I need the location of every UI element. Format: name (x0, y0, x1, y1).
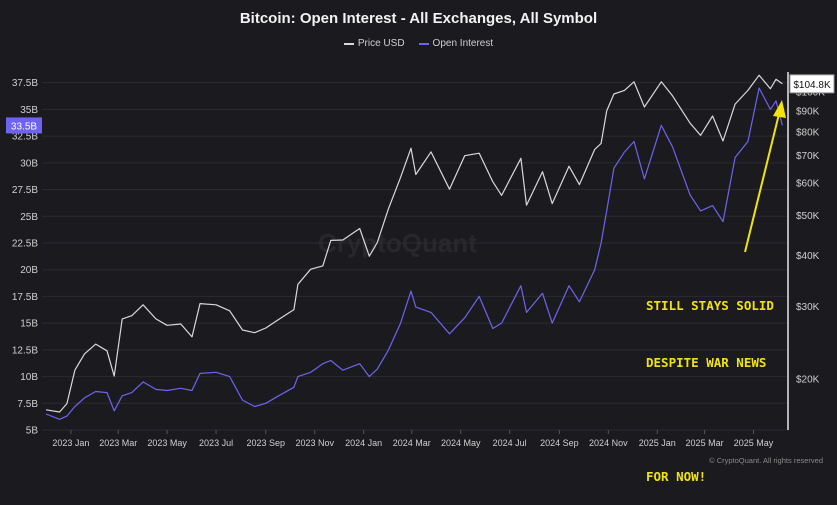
y-left-tick-label: 30B (20, 158, 38, 169)
x-tick-label: 2024 May (441, 438, 481, 448)
chart-title: Bitcoin: Open Interest - All Exchanges, … (239, 10, 598, 27)
x-tick-label: 2025 Mar (686, 438, 724, 448)
y-left-tick-label: 5B (26, 426, 39, 437)
x-tick-label: 2025 May (734, 438, 774, 448)
x-tick-label: 2023 Jul (199, 438, 233, 448)
current-oi-badge-label: 33.5B (11, 121, 37, 132)
y-left-tick-label: 17.5B (12, 292, 38, 303)
y-left-tick-label: 22.5B (12, 238, 38, 249)
chart-legend: Price USD Open Interest (0, 38, 837, 49)
x-tick-label: 2023 Mar (99, 438, 137, 448)
y-left-tick-label: 37.5B (12, 78, 38, 89)
current-price-badge (789, 74, 835, 94)
y-left-tick-label: 20B (20, 265, 38, 276)
x-tick-label: 2024 Jul (493, 438, 527, 448)
y-left-tick-label: 32.5B (12, 132, 38, 143)
y-right-tick-label: $80K (796, 127, 820, 138)
y-left-tick-label: 7.5B (17, 399, 38, 410)
y-right-tick-label: $60K (796, 179, 820, 190)
annotation-spacer (646, 410, 774, 429)
y-right-tick-label: $90K (796, 106, 820, 117)
annotation-text: STILL STAYS SOLID DESPITE WAR NEWS FOR N… (646, 258, 774, 505)
annotation-line-3: FOR NOW! (646, 469, 707, 484)
series-line-price[interactable] (45, 74, 783, 413)
x-tick-label: 2024 Jan (345, 438, 382, 448)
y-left-tick-label: 10B (20, 372, 38, 383)
y-right-tick-label: $30K (796, 302, 820, 313)
y-left-tick-label: 12.5B (12, 345, 38, 356)
current-oi-badge (6, 117, 42, 134)
annotation-line-1: STILL STAYS SOLID (646, 298, 774, 313)
y-right-tick-label: $20K (796, 374, 820, 385)
legend-label-oi: Open Interest (432, 38, 494, 49)
x-tick-label: 2024 Sep (540, 438, 579, 448)
x-tick-label: 2023 Jan (52, 438, 89, 448)
annotation-line-2: DESPITE WAR NEWS (646, 355, 767, 370)
annotation-arrow-head (773, 100, 786, 118)
x-tick-label: 2025 Jan (639, 438, 676, 448)
x-tick-label: 2023 Sep (247, 438, 286, 448)
y-left-tick-label: 27.5B (12, 185, 38, 196)
legend-label-price: Price USD (357, 38, 405, 49)
annotation-arrow-line (744, 109, 781, 253)
x-tick-label: 2023 Nov (295, 438, 334, 448)
series-line-open-interest[interactable] (45, 87, 783, 420)
x-tick-label: 2024 Mar (393, 438, 431, 448)
current-price-badge-label: $104.8K (793, 80, 831, 91)
legend-swatch-oi (418, 42, 429, 45)
x-tick-label: 2024 Nov (589, 438, 628, 448)
copyright-footer: © CryptoQuant. All rights reserved (709, 456, 823, 465)
chart-plot[interactable]: 5B 7.5B 10B 12.5B 15B 17.5B 20B 22.5B 25B 27.5B 30… (0, 0, 837, 475)
legend-swatch-price (343, 42, 354, 45)
y-right-tick-label: $70K (796, 151, 820, 162)
y-right-tick-label: $50K (796, 211, 820, 222)
y-left-tick-label: 15B (20, 319, 38, 330)
legend-item-oi[interactable]: Open Interest (418, 38, 494, 49)
legend-item-price[interactable]: Price USD (343, 38, 405, 49)
x-tick-label: 2023 May (147, 438, 187, 448)
y-left-tick-label: 25B (20, 212, 38, 223)
y-right-tick-label: $40K (796, 251, 820, 262)
y-left-tick-label: 35B (20, 105, 38, 116)
